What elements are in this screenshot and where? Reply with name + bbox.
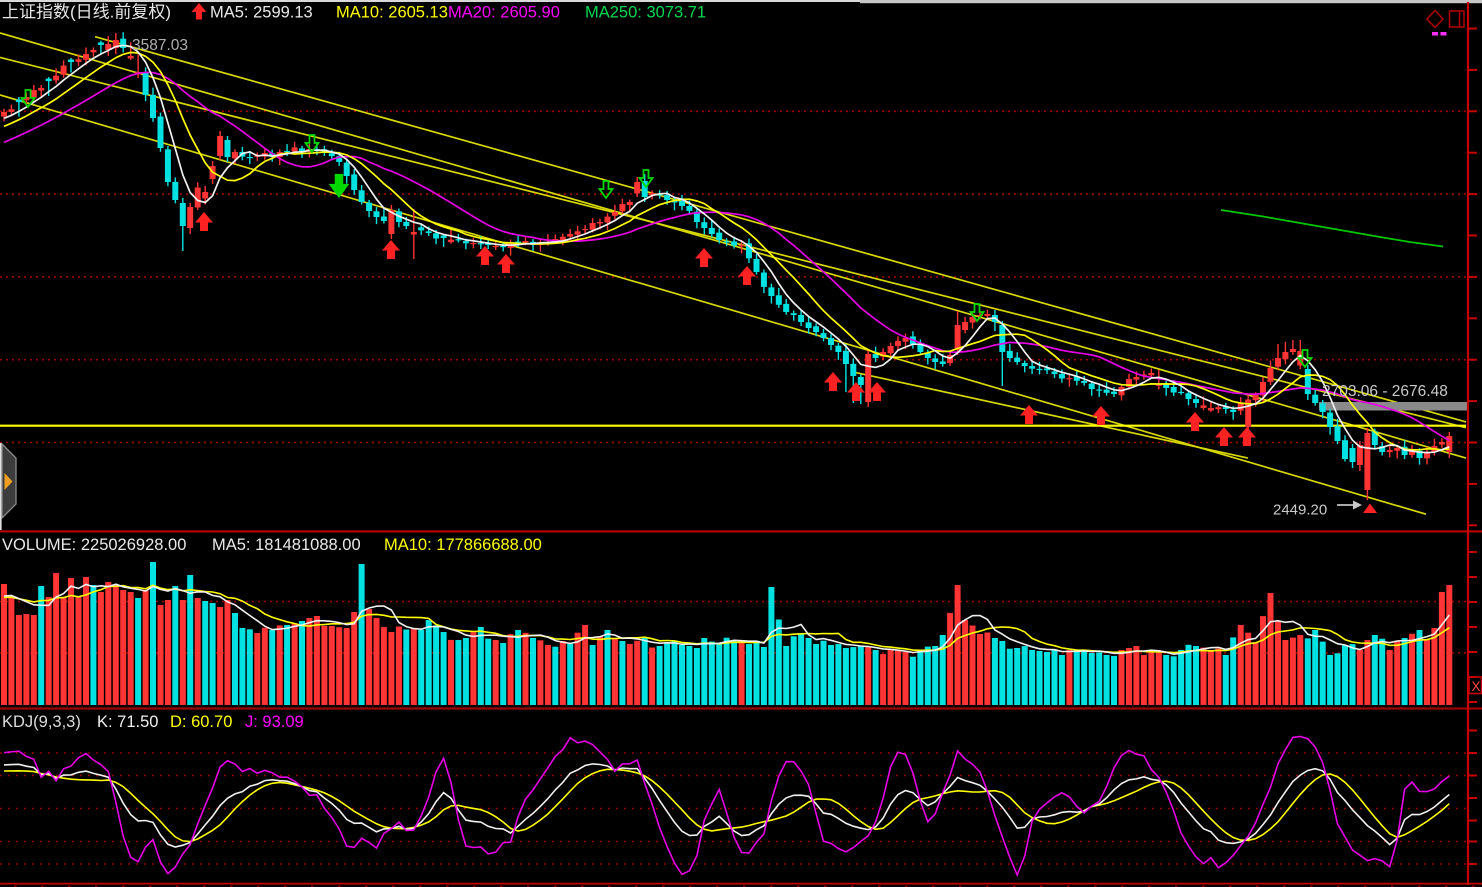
svg-text:3587.03: 3587.03 bbox=[132, 37, 188, 54]
svg-text:MA5: 181481088.00: MA5: 181481088.00 bbox=[212, 536, 361, 554]
svg-text:X: X bbox=[1472, 679, 1481, 694]
svg-text:MA20: 2605.90: MA20: 2605.90 bbox=[448, 4, 560, 22]
svg-text:上证指数(日线.前复权): 上证指数(日线.前复权) bbox=[2, 3, 171, 22]
svg-text:MA10: 177866688.00: MA10: 177866688.00 bbox=[384, 536, 542, 554]
svg-text:MA10: 2605.13: MA10: 2605.13 bbox=[336, 4, 448, 22]
svg-text:K: 71.50: K: 71.50 bbox=[97, 713, 158, 731]
svg-text:J: 93.09: J: 93.09 bbox=[245, 713, 304, 731]
svg-text:VOLUME: 225026928.00: VOLUME: 225026928.00 bbox=[2, 536, 186, 554]
svg-text:D: 60.70: D: 60.70 bbox=[170, 713, 232, 731]
svg-text:2703.06 - 2676.48: 2703.06 - 2676.48 bbox=[1322, 383, 1448, 400]
svg-text:KDJ(9,3,3): KDJ(9,3,3) bbox=[2, 713, 81, 731]
svg-text:MA250: 3073.71: MA250: 3073.71 bbox=[585, 4, 706, 22]
svg-text:2449.20: 2449.20 bbox=[1273, 502, 1327, 519]
svg-text:MA5: 2599.13: MA5: 2599.13 bbox=[210, 4, 313, 22]
